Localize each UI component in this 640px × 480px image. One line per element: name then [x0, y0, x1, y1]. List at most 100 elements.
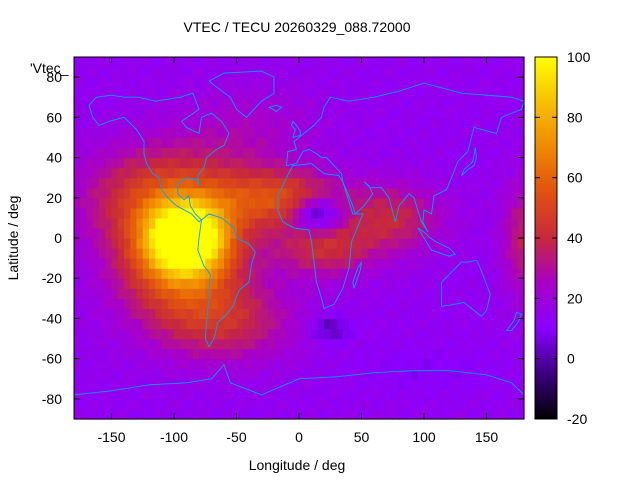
heatmap-cell	[124, 348, 131, 360]
heatmap-cell	[367, 388, 375, 400]
heatmap-cell	[174, 67, 181, 78]
heatmap-cell	[474, 67, 481, 78]
heatmap-cell	[199, 338, 206, 350]
heatmap-cell	[161, 177, 169, 189]
heatmap-cell	[174, 318, 181, 330]
heatmap-cell	[136, 348, 144, 360]
heatmap-cell	[374, 388, 381, 400]
heatmap-cell	[461, 358, 469, 370]
heatmap-cell	[242, 368, 250, 380]
heatmap-cell	[142, 57, 150, 68]
heatmap-cell	[517, 288, 525, 299]
heatmap-cell	[392, 318, 400, 330]
heatmap-cell	[342, 248, 350, 259]
heatmap-cell	[424, 127, 431, 139]
heatmap-cell	[111, 238, 119, 249]
heatmap-cell	[136, 157, 144, 169]
heatmap-cell	[305, 67, 313, 78]
heatmap-cell	[192, 107, 200, 118]
heatmap-cell	[111, 348, 119, 360]
y-tick-label: 40	[46, 150, 62, 166]
heatmap-cell	[92, 398, 100, 410]
heatmap-cell	[361, 117, 369, 128]
heatmap-cell	[111, 318, 119, 330]
heatmap-cell	[305, 298, 313, 309]
heatmap-cell	[486, 147, 494, 159]
heatmap-cell	[430, 97, 438, 108]
heatmap-cell	[392, 378, 400, 390]
heatmap-cell	[311, 207, 319, 219]
heatmap-cell	[474, 388, 481, 400]
y-tick-label: 0	[54, 230, 62, 246]
heatmap-cell	[105, 268, 113, 279]
heatmap-cell	[161, 67, 169, 78]
heatmap-cell	[305, 167, 313, 179]
heatmap-cell	[242, 408, 250, 420]
heatmap-cell	[374, 127, 381, 139]
heatmap-cell	[142, 308, 150, 320]
heatmap-cell	[161, 368, 169, 380]
heatmap-cell	[249, 368, 256, 380]
heatmap-cell	[105, 167, 113, 179]
heatmap-cell	[424, 167, 431, 179]
heatmap-cell	[411, 157, 419, 169]
heatmap-cell	[105, 147, 113, 159]
coast-indonesia	[417, 227, 457, 257]
heatmap-cell	[380, 398, 388, 410]
heatmap-cell	[286, 187, 294, 199]
heatmap-cell	[367, 398, 375, 410]
heatmap-cell	[149, 177, 156, 189]
heatmap-cell	[305, 107, 313, 118]
heatmap-cell	[161, 227, 169, 239]
heatmap-cell	[411, 207, 419, 219]
heatmap-cell	[311, 107, 319, 118]
heatmap-cell	[224, 87, 231, 98]
heatmap-cell	[317, 338, 325, 350]
heatmap-cell	[361, 288, 369, 299]
heatmap-cell	[399, 217, 406, 229]
heatmap-cell	[155, 107, 163, 118]
heatmap-cell	[224, 388, 231, 400]
heatmap-cell	[305, 408, 313, 420]
heatmap-cell	[199, 117, 206, 128]
heatmap-cell	[292, 288, 300, 299]
heatmap-cell	[155, 348, 163, 360]
heatmap-cell	[192, 207, 200, 219]
heatmap-cell	[117, 77, 125, 88]
heatmap-cell	[436, 268, 444, 279]
heatmap-cell	[474, 258, 481, 269]
heatmap-cell	[361, 197, 369, 209]
heatmap-cell	[361, 308, 369, 320]
heatmap-cell	[149, 288, 156, 299]
heatmap-cell	[399, 177, 406, 189]
heatmap-cell	[111, 368, 119, 380]
heatmap-cell	[455, 308, 463, 320]
heatmap-cell	[449, 67, 456, 78]
heatmap-cell	[411, 358, 419, 370]
heatmap-cell	[324, 408, 331, 420]
heatmap-cell	[280, 187, 288, 199]
heatmap-cell	[324, 187, 331, 199]
heatmap-cell	[461, 318, 469, 330]
heatmap-cell	[274, 298, 281, 309]
heatmap-cell	[292, 217, 300, 229]
heatmap-cell	[142, 217, 150, 229]
heatmap-cell	[492, 167, 500, 179]
heatmap-cell	[361, 338, 369, 350]
heatmap-cell	[286, 318, 294, 330]
heatmap-cell	[430, 137, 438, 149]
heatmap-cell	[517, 227, 525, 239]
heatmap-cell	[399, 308, 406, 320]
heatmap-cell	[130, 288, 138, 299]
heatmap-cell	[217, 388, 225, 400]
heatmap-cell	[86, 117, 94, 128]
heatmap-cell	[167, 378, 175, 390]
heatmap-cell	[317, 388, 325, 400]
heatmap-cell	[411, 238, 419, 249]
heatmap-cell	[267, 358, 275, 370]
heatmap-cell	[311, 197, 319, 209]
heatmap-cell	[424, 258, 431, 269]
heatmap-cell	[317, 117, 325, 128]
heatmap-cell	[449, 177, 456, 189]
heatmap-cell	[349, 67, 356, 78]
